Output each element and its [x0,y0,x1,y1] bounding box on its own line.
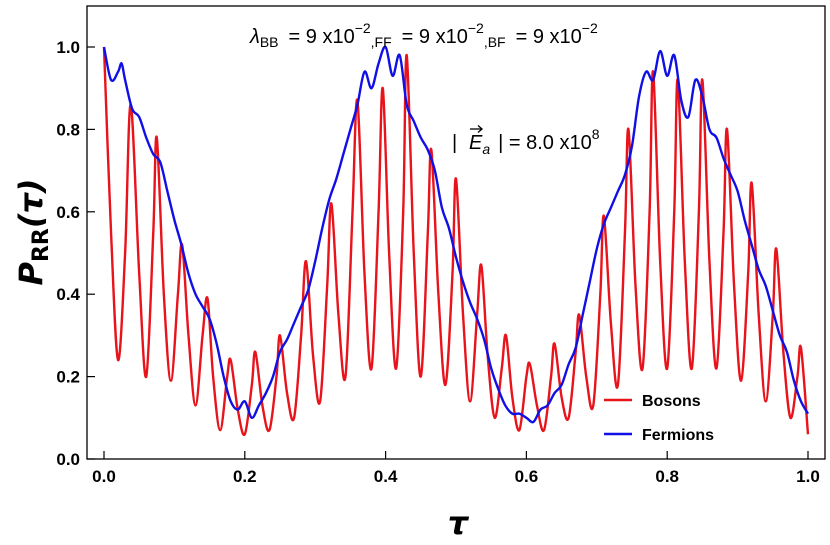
coupling-bf-sub: ,BF [484,34,506,50]
field-text: Ea | = 8.0 x108 [469,126,600,157]
series-line-fermions [102,45,810,424]
tick-layer: 0.0 0.2 0.4 0.6 0.8 1.0 0.0 0.2 0.4 0.6 0.8 1.0 [56,38,819,486]
y-axis-title-main: P [12,262,50,286]
y-tick-label: 0.0 [56,450,80,469]
coupling-bf-exp: −2 [582,20,598,36]
x-tick-label: 0.8 [655,467,679,486]
y-tick-label: 0.8 [56,120,80,139]
coupling-ff-sub: ,FF [371,34,392,50]
y-tick-label: 0.4 [56,285,80,304]
field-left-bar: | [452,132,457,154]
coupling-bb-sub: BB [260,34,279,50]
coupling-bb-val: = 9 x10 [289,26,355,48]
legend-label-fermions: Fermions [642,427,714,444]
y-tick-label: 0.6 [56,203,80,222]
field-exp: 8 [592,126,600,142]
y-axis-title-arg: (τ) [12,178,50,228]
series-line-bosons [102,46,810,437]
field-annotation: | Ea | = 8.0 x108 [452,125,600,157]
y-tick-label: 0.2 [56,368,80,387]
y-tick-label: 1.0 [56,38,80,57]
coupling-ff-exp: −2 [468,20,484,36]
coupling-lambda: λ [249,26,260,48]
x-tick-label: 0.4 [374,467,398,486]
series-layer [102,45,810,437]
field-sub: a [482,141,490,157]
x-tick-label: 0.2 [233,467,257,486]
y-axis-title-sub: RR [29,228,54,262]
x-tick-label: 0.6 [515,467,539,486]
coupling-bf-val: = 9 x10 [516,26,582,48]
x-tick-label: 1.0 [796,467,820,486]
y-axis-title: PRR(τ) [12,178,54,285]
field-value: | = 8.0 x10 [498,132,592,154]
x-tick-label: 0.0 [92,467,116,486]
field-symbol: E [469,132,483,154]
coupling-annotation: λBB = 9 x10−2,FF = 9 x10−2,BF = 9 x10−2 [249,20,598,50]
coupling-ff-val: = 9 x10 [402,26,468,48]
vector-arrow-icon [470,125,483,133]
legend-label-bosons: Bosons [642,393,701,410]
legend: Bosons Fermions [604,393,714,444]
coupling-bb-exp: −2 [355,20,371,36]
x-axis-title: τ [448,504,470,542]
coupling-text: λBB = 9 x10−2,FF = 9 x10−2,BF = 9 x10−2 [249,20,598,50]
